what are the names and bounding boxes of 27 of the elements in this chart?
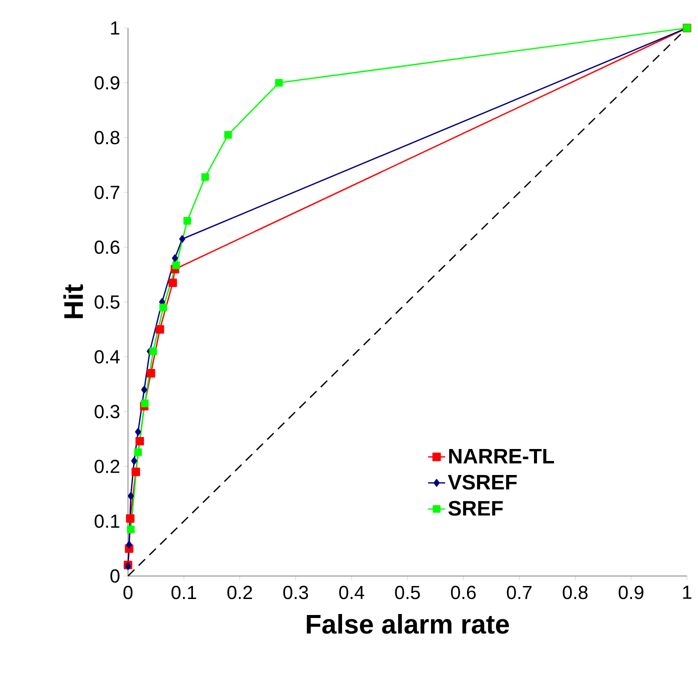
y-tick-label: 0.2 (94, 460, 120, 474)
y-tick-label: 0.3 (94, 404, 120, 418)
y-tick-label: 0.9 (94, 76, 120, 90)
x-tick-label: 0.7 (506, 586, 532, 600)
x-tick-label: 0 (123, 586, 133, 600)
x-tick-label: 0.5 (395, 586, 420, 600)
legend-label: SREF (448, 500, 503, 516)
legend-label: VSREF (448, 474, 517, 490)
x-tick-label: 0.1 (171, 586, 196, 600)
y-axis-title: Hit (63, 284, 84, 318)
y-tick-label: 1 (111, 21, 120, 35)
y-tick-label: 0.5 (94, 295, 120, 309)
x-tick-label: 0.9 (618, 586, 644, 600)
x-tick-label: 0.4 (339, 586, 364, 600)
x-tick-label: 0.8 (562, 586, 588, 600)
y-tick-label: 0.7 (94, 186, 120, 200)
y-tick-label: 0.4 (94, 350, 120, 364)
y-tick-label: 0.8 (94, 130, 120, 144)
x-axis-title: False alarm rate (306, 614, 509, 634)
legend-label: NARRE-TL (449, 448, 554, 464)
y-tick-label: 0.1 (94, 514, 120, 528)
x-tick-label: 0.6 (450, 586, 476, 600)
x-tick-label: 0.2 (227, 586, 252, 600)
x-tick-label: 0.3 (283, 586, 308, 600)
y-tick-label: 0.6 (94, 240, 120, 254)
x-tick-label: 1 (683, 586, 692, 599)
y-tick-label: 0 (110, 569, 120, 583)
